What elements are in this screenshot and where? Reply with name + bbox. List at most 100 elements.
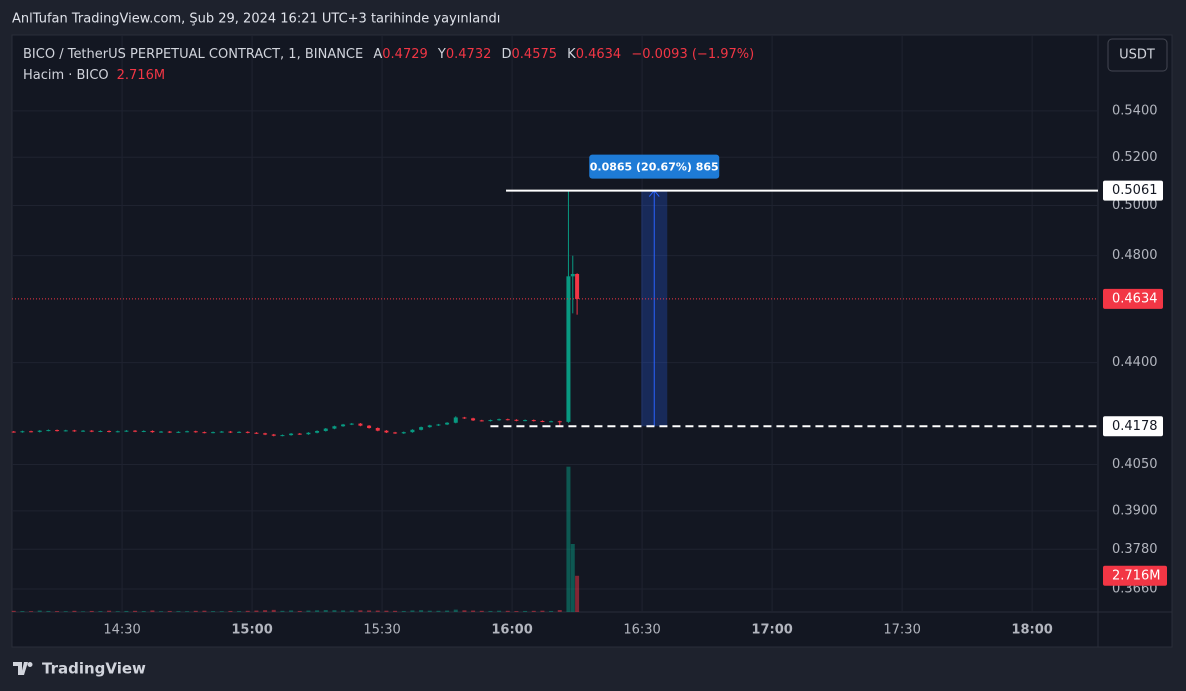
candle-body <box>445 422 450 425</box>
volume-bar <box>323 610 328 612</box>
volume-bar <box>89 610 94 612</box>
volume-bar <box>505 610 510 612</box>
candle-body <box>505 419 510 421</box>
candle-body <box>219 431 224 433</box>
x-tick-label: 15:30 <box>363 623 400 638</box>
candle-body <box>419 427 424 430</box>
volume-bar <box>341 610 346 612</box>
candle-body <box>185 431 190 433</box>
candle-body <box>297 433 302 435</box>
candle-body <box>289 433 294 436</box>
measure-label-box <box>589 154 720 179</box>
ohlc-label: K <box>567 47 576 62</box>
brand-logo <box>13 662 33 675</box>
price-line-tag <box>1103 180 1163 201</box>
volume-bar <box>289 610 294 612</box>
y-tick-label: 0.3780 <box>1112 542 1158 557</box>
candle-body <box>514 419 519 421</box>
volume-bar <box>393 610 398 612</box>
volume-bar <box>531 610 536 612</box>
volume-bar <box>167 610 172 612</box>
candle-body <box>523 420 528 422</box>
candle-body <box>211 432 216 434</box>
volume-bar <box>570 544 575 612</box>
ohlc-label: D <box>502 47 512 62</box>
volume-bar <box>445 610 450 612</box>
volume-bar <box>20 611 25 612</box>
volume-bar <box>245 610 250 612</box>
volume-bar <box>228 610 233 612</box>
chart-pane <box>11 34 1173 648</box>
x-tick-label: 18:00 <box>1011 623 1052 638</box>
candle-body <box>410 429 415 433</box>
volume-bar <box>150 610 155 612</box>
candle-body <box>176 431 181 433</box>
candle-body <box>141 430 146 432</box>
candle-body <box>393 432 398 434</box>
volume-bar <box>193 610 198 612</box>
currency-button[interactable] <box>1107 38 1168 72</box>
volume-bar <box>37 610 42 612</box>
volume-bar <box>471 610 476 612</box>
candle-body <box>167 431 172 433</box>
volume-bar <box>55 611 60 612</box>
candle-body <box>29 431 34 433</box>
volume-bar <box>306 610 311 612</box>
high-value: 0.4732 <box>446 47 492 62</box>
candle-body <box>375 428 380 431</box>
volume-bar <box>540 610 545 612</box>
volume-bar <box>297 610 302 612</box>
price-line-label: 0.5061 <box>1112 183 1158 198</box>
candle-body <box>228 431 233 433</box>
volume-bar <box>81 611 86 612</box>
candle-body <box>471 418 476 421</box>
volume-bar <box>98 611 103 612</box>
price-line-tag <box>1103 416 1163 437</box>
x-tick-label: 17:30 <box>883 623 920 638</box>
currency-button-label[interactable]: USDT <box>1119 48 1155 63</box>
symbol: BICO / TetherUS PERPETUAL CONTRACT, 1, B… <box>23 47 363 62</box>
volume-bar <box>349 610 354 612</box>
volume-bar <box>401 610 406 612</box>
candle-body <box>479 420 484 422</box>
candle-body <box>55 430 60 432</box>
volume-bar <box>29 611 34 612</box>
x-tick-label: 17:00 <box>751 623 792 638</box>
candle-body <box>306 432 311 435</box>
candle-body <box>115 431 120 433</box>
candle-body <box>436 424 441 426</box>
volume-bar <box>63 611 68 612</box>
y-tick-label: 0.4050 <box>1112 457 1158 472</box>
volume-bar <box>263 610 268 612</box>
volume-bar <box>271 609 276 612</box>
candle-body <box>540 420 545 422</box>
candle-body <box>202 432 207 434</box>
close-value: 0.4634 <box>576 47 622 62</box>
volume-bar <box>46 610 51 612</box>
candle-body <box>263 433 268 435</box>
x-tick-label: 15:00 <box>231 623 272 638</box>
volume-bar <box>523 610 528 612</box>
y-tick-label: 0.5400 <box>1112 103 1158 118</box>
y-tick-label: 0.5000 <box>1112 198 1158 213</box>
header: BICO / TetherUS PERPETUAL CONTRACT, 1, B… <box>23 47 754 62</box>
volume-bar <box>315 610 320 612</box>
change: −0.0093 (−1.97%) <box>631 47 754 62</box>
ohlc-label: Y <box>437 47 446 62</box>
candle-body <box>98 430 103 432</box>
candle-body <box>323 428 328 431</box>
low-value: 0.4575 <box>512 47 558 62</box>
volume-bar <box>566 466 571 612</box>
ohlc-label: A <box>373 47 382 62</box>
candle-body <box>341 424 346 427</box>
volume-value: 2.716M <box>117 68 165 83</box>
volume-bar <box>185 611 190 612</box>
volume-bar <box>549 610 554 612</box>
candle-body <box>72 430 77 432</box>
candle-body <box>37 430 42 432</box>
volume-bar <box>176 611 181 612</box>
candle-body <box>531 420 536 422</box>
volume-bar <box>254 610 259 612</box>
volume-bar <box>107 610 112 612</box>
candle-body <box>384 430 389 433</box>
